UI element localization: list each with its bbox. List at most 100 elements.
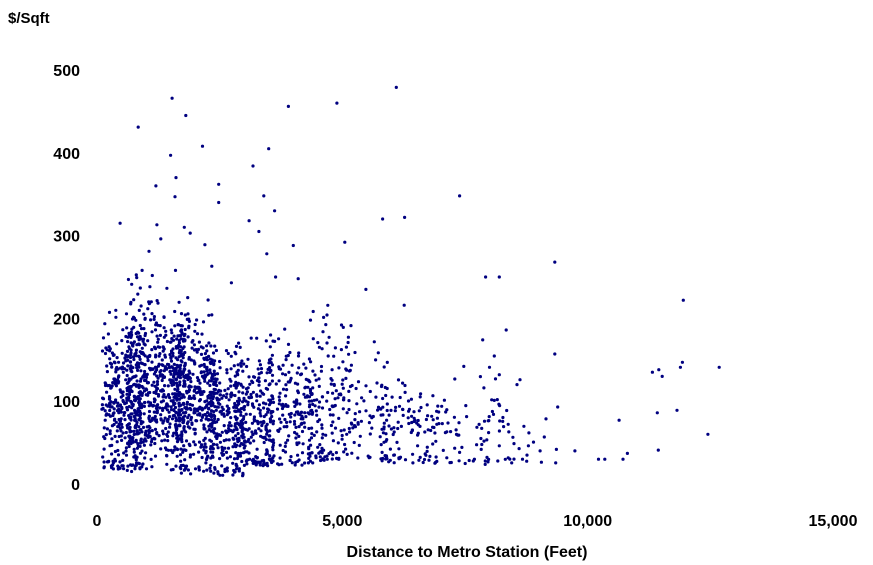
data-point (234, 344, 239, 348)
data-point (163, 416, 167, 420)
data-point (229, 281, 233, 285)
data-point (144, 467, 149, 471)
data-point (193, 427, 197, 431)
data-point (161, 420, 165, 424)
data-point (209, 409, 214, 413)
data-point (199, 418, 203, 422)
data-point (182, 401, 186, 405)
data-point (134, 273, 138, 277)
data-point (331, 391, 335, 395)
data-point (156, 376, 160, 380)
data-point (331, 453, 335, 457)
data-point (124, 401, 128, 405)
data-point (396, 420, 400, 424)
data-point (140, 393, 144, 397)
data-point (127, 331, 131, 335)
data-point (153, 427, 158, 431)
data-point (347, 426, 351, 431)
data-point (155, 411, 159, 415)
data-point (135, 432, 139, 436)
data-point (208, 466, 212, 470)
data-point (248, 457, 252, 461)
data-point (183, 327, 187, 332)
data-point (157, 362, 161, 366)
data-point (276, 462, 280, 466)
data-point (166, 384, 170, 388)
y-tick-label: 100 (53, 394, 80, 411)
data-point (370, 426, 374, 430)
data-point (180, 440, 184, 444)
data-point (175, 454, 179, 458)
data-point (249, 395, 254, 399)
data-point (424, 453, 428, 457)
data-point (166, 430, 170, 434)
data-point (147, 300, 151, 304)
data-point (148, 353, 152, 358)
data-point (139, 441, 143, 445)
data-point (175, 337, 179, 341)
data-point (484, 275, 488, 279)
data-point (187, 384, 192, 388)
data-point (157, 434, 161, 438)
data-point (129, 300, 133, 304)
data-point (262, 462, 266, 466)
data-point (108, 408, 112, 413)
data-point (297, 351, 301, 355)
data-point (329, 377, 333, 381)
data-point (163, 406, 167, 410)
data-point (263, 435, 267, 439)
data-point (247, 451, 251, 455)
data-point (382, 425, 386, 429)
data-point (142, 312, 146, 316)
data-point (125, 381, 129, 385)
data-point (166, 417, 170, 421)
data-point (212, 382, 216, 386)
data-point (208, 400, 212, 404)
data-point (118, 460, 122, 464)
data-point (376, 351, 380, 355)
data-point (186, 425, 190, 429)
data-point (144, 375, 149, 379)
data-point (266, 464, 270, 468)
data-point (680, 360, 685, 364)
data-point (347, 407, 351, 412)
data-point (315, 413, 319, 417)
data-point (322, 458, 326, 462)
data-point (179, 459, 183, 463)
data-point (149, 457, 153, 461)
data-point (483, 462, 487, 466)
data-point (277, 402, 281, 406)
data-point (257, 383, 261, 387)
data-point (156, 393, 161, 397)
data-point (200, 455, 204, 460)
data-point (412, 416, 416, 420)
data-point (299, 410, 304, 414)
data-point (307, 395, 312, 399)
data-point (299, 417, 303, 421)
data-point (308, 318, 313, 322)
data-point (306, 411, 310, 415)
data-point (189, 472, 193, 476)
data-point (295, 432, 299, 436)
data-point (107, 345, 111, 349)
y-axis-label: $/Sqft (8, 10, 50, 27)
data-point (422, 457, 427, 462)
data-point (427, 458, 431, 462)
data-point (329, 382, 333, 386)
data-point (120, 351, 124, 355)
data-point (174, 378, 178, 382)
data-point (183, 414, 187, 418)
data-point (179, 408, 183, 413)
data-point (205, 344, 209, 348)
data-point (209, 344, 213, 348)
data-point (435, 416, 439, 420)
data-point (248, 412, 252, 416)
data-point (203, 442, 207, 446)
data-point (218, 366, 222, 370)
data-point (286, 353, 290, 358)
data-point (344, 447, 348, 451)
y-tick-label: 0 (71, 477, 80, 494)
data-point (300, 414, 304, 418)
data-point (115, 356, 119, 360)
data-point (117, 374, 121, 378)
